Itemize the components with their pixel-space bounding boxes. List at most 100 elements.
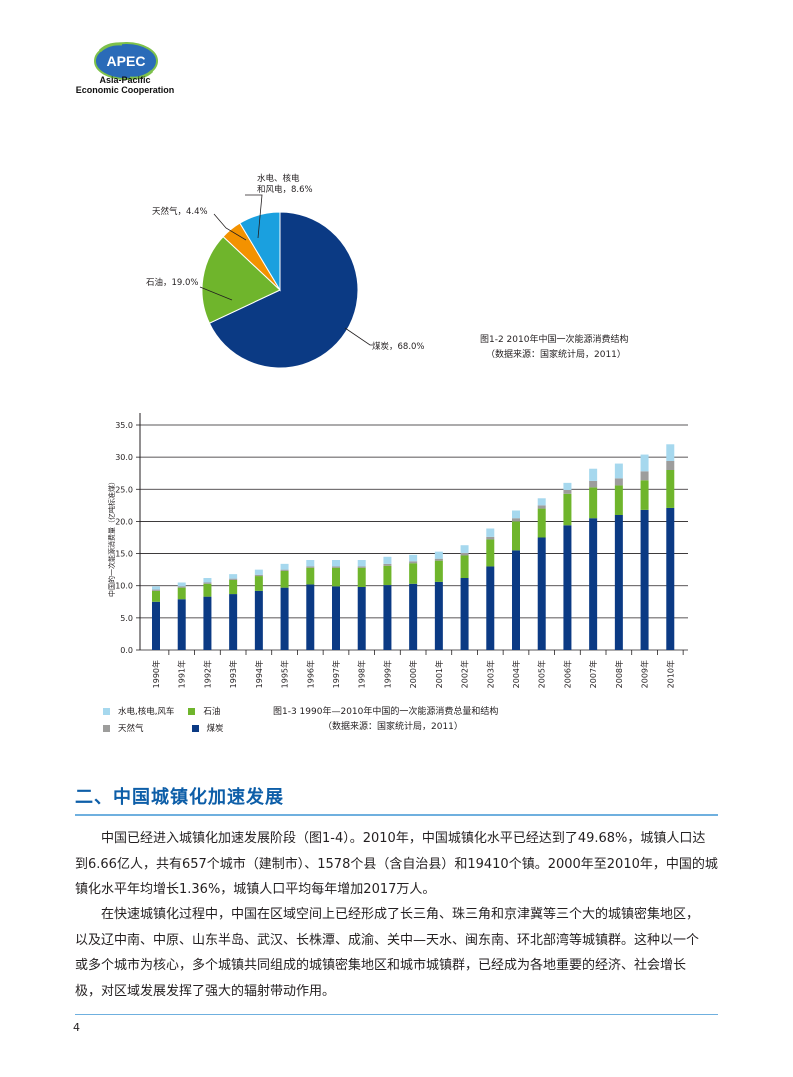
bar-1997年-series-0 <box>332 586 340 650</box>
x-tick-label-15: 2005年 <box>537 660 547 688</box>
bar-1990年-series-2 <box>152 589 160 591</box>
x-tick-label-9: 1999年 <box>382 660 392 688</box>
bar-1999年-series-1 <box>383 565 392 586</box>
x-tick-label-14: 2004年 <box>511 660 521 688</box>
bar-1999年-series-2 <box>383 563 392 566</box>
bar-2007年-series-3 <box>589 468 598 481</box>
p2-line4: 极，对区域发展发挥了强大的辐射带动作用。 <box>75 983 336 999</box>
p1-line3: 镇化水平年均增长1.36%，城镇人口平均每年增加2017万人。 <box>75 882 436 897</box>
pie-slice-0 <box>208 211 359 369</box>
x-tick-label-1: 1991年 <box>177 660 187 688</box>
bar-2004年-series-3 <box>512 510 520 519</box>
legend-swatch-hydro <box>103 707 110 715</box>
pie-label-hydro: 水电、核电 和风电，8.6% <box>257 174 313 195</box>
bar-caption: 图1-3 1990年—2010年中国的一次能源消费总量和结构 （数据来源：国家统… <box>273 705 498 735</box>
legend-label-oil: 石油 <box>203 707 221 717</box>
bar-2010年-series-0 <box>666 507 675 650</box>
x-tick-label-16: 2006年 <box>562 660 572 688</box>
logo-line2: Economic Cooperation <box>75 84 175 95</box>
bar-2000年-series-1 <box>409 563 418 584</box>
pie-slice-1 <box>201 235 281 324</box>
bar-1998年-series-2 <box>357 566 366 568</box>
x-tick-label-12: 2002年 <box>460 660 470 688</box>
pie-leader-line-3 <box>344 327 372 346</box>
bar-2002年-series-0 <box>460 578 469 650</box>
bar-1998年-series-1 <box>357 567 366 587</box>
heading-divider <box>75 814 718 816</box>
bar-chart: 0.0 5.0 10.0 15.0 20.0 25.0 30.0 35.0 中国的一次能源消费量… <box>107 413 688 688</box>
footer-divider <box>75 1014 718 1015</box>
bar-2001年-series-2 <box>434 558 443 561</box>
bar-1990年-series-0 <box>152 601 160 650</box>
bar-2001年-series-0 <box>434 581 443 650</box>
bar-2005年-series-1 <box>537 508 546 538</box>
bar-2001年-series-3 <box>434 551 443 559</box>
apec-badge-text: APEC <box>107 53 146 69</box>
bar-1992年-series-0 <box>203 596 212 650</box>
bar-2000年-series-2 <box>409 561 418 564</box>
x-tick-label-13: 2003年 <box>485 660 495 688</box>
bar-1991年-series-0 <box>177 599 186 650</box>
bar-1998年-series-3 <box>357 560 366 567</box>
bar-2008年-series-0 <box>614 515 623 650</box>
p2-line1: 在快速城镇化过程中，中国在区域空间上已经形成了长三角、珠三角和京津冀等三个大的城… <box>101 907 700 922</box>
bar-2005年-series-2 <box>537 505 546 509</box>
pie-caption: 图1-2 2010年中国一次能源消费结构 （数据来源：国家统计局，2011） <box>480 333 628 363</box>
y-tick-label-0: 0.0 <box>120 646 133 655</box>
bar-2010年-series-2 <box>666 461 675 470</box>
pie-caption-line2: （数据来源：国家统计局，2011） <box>486 350 626 360</box>
p1-line1: 中国已经进入城镇化加速发展阶段（图1-4）。2010年，中国城镇化水平已经达到了… <box>101 831 706 846</box>
x-tick-label-17: 2007年 <box>588 660 598 688</box>
paragraph-2: 在快速城镇化过程中，中国在区域空间上已经形成了长三角、珠三角和京津冀等三个大的城… <box>75 902 720 1004</box>
bar-2005年-series-0 <box>537 537 546 650</box>
x-tick-label-19: 2009年 <box>640 660 650 688</box>
bar-1990年-series-3 <box>152 586 160 590</box>
bar-1997年-series-3 <box>332 560 340 567</box>
bar-1994年-series-2 <box>254 574 263 577</box>
x-tick-label-6: 1996年 <box>305 660 315 688</box>
bar-2009年-series-3 <box>640 454 649 472</box>
y-tick-label-6: 30.0 <box>115 453 133 462</box>
p1-line2: 到6.66亿人，共有657个城市（建制市）、1578个县（含自治县）和19410… <box>75 856 718 872</box>
legend-gas: 天然气 <box>103 722 144 734</box>
y-axis-label: 中国的一次能源消费量（亿吨标准煤） <box>107 478 116 597</box>
bar-2000年-series-3 <box>409 554 418 562</box>
bar-2002年-series-1 <box>460 555 469 578</box>
bar-2003年-series-3 <box>486 528 495 537</box>
bar-1992年-series-3 <box>203 578 212 583</box>
bar-1999年-series-3 <box>383 556 392 564</box>
bar-2006年-series-0 <box>563 525 572 650</box>
bar-2009年-series-1 <box>640 480 649 510</box>
bar-2003年-series-1 <box>486 539 495 567</box>
x-tick-label-18: 2008年 <box>614 660 624 688</box>
x-tick-label-10: 2000年 <box>408 660 418 688</box>
bar-2005年-series-3 <box>537 498 546 506</box>
x-tick-label-0: 1990年 <box>151 660 161 688</box>
x-tick-label-11: 2001年 <box>434 660 444 688</box>
paragraph-1: 中国已经进入城镇化加速发展阶段（图1-4）。2010年，中国城镇化水平已经达到了… <box>75 826 720 903</box>
legend-label-coal: 煤炭 <box>206 724 224 734</box>
pie-caption-line1: 图1-2 2010年中国一次能源消费结构 <box>480 335 629 345</box>
bar-1993年-series-0 <box>229 594 238 650</box>
legend-swatch-coal <box>191 724 199 732</box>
bar-2010年-series-3 <box>666 444 675 461</box>
bar-1995年-series-0 <box>280 587 289 650</box>
bar-1995年-series-3 <box>280 563 289 570</box>
bar-2006年-series-3 <box>563 482 572 490</box>
bar-2010年-series-1 <box>666 470 675 508</box>
bar-1998年-series-0 <box>357 587 366 650</box>
x-tick-label-4: 1994年 <box>254 660 264 688</box>
bar-1995年-series-2 <box>280 569 289 571</box>
legend-swatch-gas <box>103 724 110 732</box>
bar-1993年-series-2 <box>229 578 238 580</box>
legend-coal: 煤炭 <box>191 722 224 734</box>
bar-1991年-series-3 <box>177 582 186 587</box>
y-tick-label-4: 20.0 <box>115 517 133 526</box>
x-tick-label-7: 1997年 <box>331 660 341 688</box>
apec-logo-caption: Asia-Pacific Economic Cooperation <box>60 75 190 95</box>
legend-label-gas: 天然气 <box>118 724 144 734</box>
pie-leader-line-0 <box>245 194 263 239</box>
x-tick-label-3: 1993年 <box>228 660 238 688</box>
pie-slice-3 <box>239 211 281 292</box>
bar-1996年-series-2 <box>306 566 315 568</box>
